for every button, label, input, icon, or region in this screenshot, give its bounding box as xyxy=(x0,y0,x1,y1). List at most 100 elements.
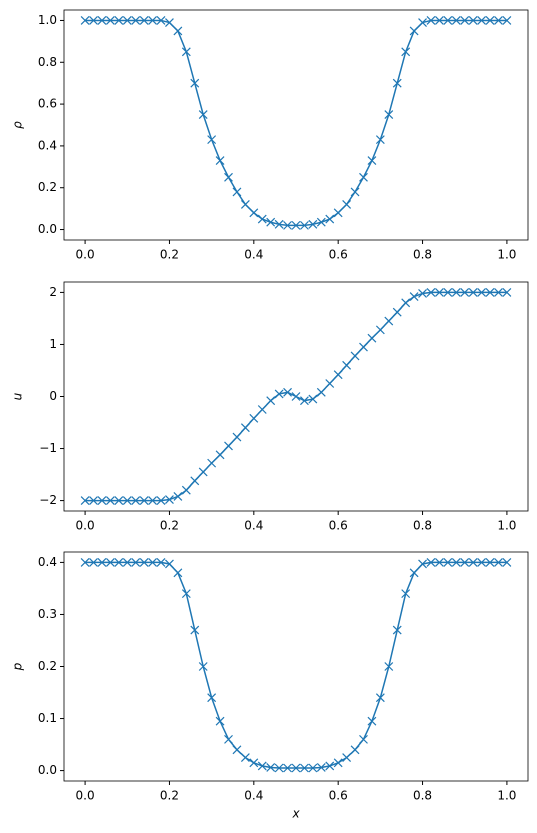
data-marker xyxy=(114,496,124,506)
data-marker xyxy=(494,557,503,567)
y-tick-label: 0.1 xyxy=(38,711,57,725)
x-tick-label: 0.0 xyxy=(76,519,95,533)
data-marker xyxy=(148,557,158,567)
data-marker xyxy=(375,693,385,703)
y-tick-label: 1.0 xyxy=(38,13,57,27)
data-marker xyxy=(375,325,385,335)
data-marker xyxy=(207,693,217,703)
data-marker xyxy=(181,47,191,57)
data-marker xyxy=(266,763,276,772)
y-tick-label: 0.3 xyxy=(38,607,57,621)
data-marker xyxy=(198,662,208,671)
data-marker xyxy=(173,26,183,36)
data-marker xyxy=(122,496,132,506)
data-marker xyxy=(249,413,259,423)
data-marker xyxy=(89,557,98,567)
data-marker xyxy=(333,370,343,380)
data-marker xyxy=(316,387,326,397)
data-marker xyxy=(325,379,335,388)
data-marker xyxy=(173,492,183,501)
data-marker xyxy=(198,110,208,119)
data-marker xyxy=(468,16,478,25)
data-marker xyxy=(375,135,385,145)
data-marker xyxy=(300,763,309,773)
y-tick-label: 2 xyxy=(49,285,57,299)
y-tick-label: 0.2 xyxy=(38,180,57,194)
data-marker xyxy=(105,16,115,25)
y-tick-label: 0.2 xyxy=(38,659,57,673)
data-marker xyxy=(460,557,470,567)
data-marker xyxy=(392,307,402,317)
x-tick-label: 0.4 xyxy=(244,248,263,262)
data-marker xyxy=(418,559,427,569)
data-marker xyxy=(308,763,318,773)
x-tick-label: 1.0 xyxy=(497,248,516,262)
data-marker xyxy=(105,557,115,567)
data-marker xyxy=(283,220,292,230)
data-marker xyxy=(181,485,191,495)
data-marker xyxy=(477,287,487,297)
data-marker xyxy=(316,217,326,227)
data-marker xyxy=(350,745,360,755)
data-marker xyxy=(367,156,377,165)
axes-frame xyxy=(63,281,529,512)
data-marker xyxy=(89,496,98,506)
data-marker xyxy=(131,496,141,506)
data-marker xyxy=(485,287,495,297)
y-tick-label: 0 xyxy=(49,389,57,403)
data-marker xyxy=(409,568,419,578)
x-tick-label: 0.2 xyxy=(160,519,179,533)
data-marker xyxy=(198,467,208,477)
data-line xyxy=(85,561,507,769)
data-marker xyxy=(156,496,166,506)
data-marker xyxy=(207,135,217,145)
data-marker xyxy=(401,298,411,308)
data-marker xyxy=(156,557,166,567)
data-marker xyxy=(122,557,132,567)
data-marker xyxy=(215,156,225,165)
data-marker xyxy=(224,441,233,451)
data-marker xyxy=(477,16,487,25)
y-axis-label: u xyxy=(11,392,25,400)
data-marker xyxy=(249,758,259,768)
x-tick-label: 0.6 xyxy=(329,519,348,533)
y-tick-label: 0.0 xyxy=(38,763,57,777)
data-marker xyxy=(190,625,200,635)
data-marker xyxy=(131,557,141,567)
y-axis-label: p xyxy=(11,662,25,671)
data-marker xyxy=(165,18,174,27)
data-marker xyxy=(215,450,225,460)
data-marker xyxy=(257,405,267,414)
data-marker xyxy=(485,557,495,567)
data-marker xyxy=(451,16,461,25)
data-marker xyxy=(316,763,326,772)
data-marker xyxy=(384,110,394,119)
data-marker xyxy=(232,745,242,755)
x-tick-label: 0.8 xyxy=(413,789,432,803)
data-marker xyxy=(283,763,292,773)
data-marker xyxy=(181,589,191,599)
data-marker xyxy=(434,16,444,25)
data-marker xyxy=(477,557,487,567)
data-marker xyxy=(240,423,250,433)
data-marker xyxy=(418,289,427,298)
data-marker xyxy=(80,16,90,25)
data-marker xyxy=(350,351,360,361)
data-marker xyxy=(443,287,453,297)
data-marker xyxy=(249,208,259,218)
data-marker xyxy=(426,287,436,297)
data-marker xyxy=(342,753,352,763)
data-marker xyxy=(274,763,284,773)
x-tick-label: 0.4 xyxy=(244,519,263,533)
y-tick-label: 0.0 xyxy=(38,222,57,236)
data-marker xyxy=(342,360,352,370)
data-marker xyxy=(418,18,427,27)
data-marker xyxy=(494,16,503,25)
data-marker xyxy=(173,568,183,578)
data-marker xyxy=(308,219,318,229)
data-marker xyxy=(300,396,309,406)
data-marker xyxy=(434,557,444,567)
data-marker xyxy=(139,16,149,25)
data-marker xyxy=(114,557,124,567)
